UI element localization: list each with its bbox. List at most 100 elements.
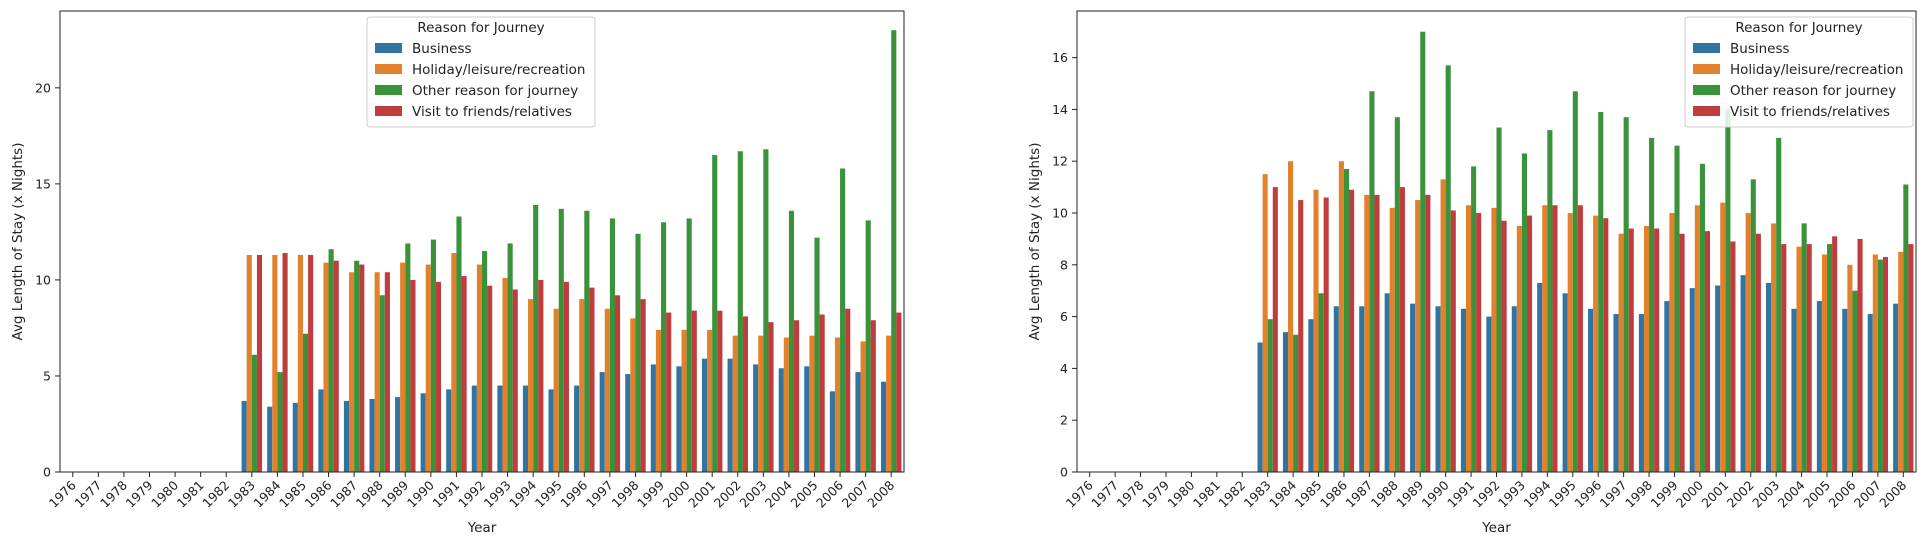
bar — [1318, 293, 1324, 472]
bar — [1796, 246, 1802, 472]
y-tick-label: 12 — [1052, 154, 1068, 169]
bar — [707, 329, 713, 472]
bar — [1766, 282, 1772, 472]
x-tick-label: 1995 — [1546, 478, 1579, 511]
bar — [1669, 213, 1675, 472]
x-tick-label: 2002 — [711, 478, 744, 511]
bar — [563, 281, 569, 472]
bar — [323, 262, 329, 472]
x-tick-label: 1993 — [481, 478, 514, 511]
bar — [809, 335, 815, 472]
y-tick-label: 6 — [1060, 309, 1068, 324]
bar — [1643, 225, 1650, 472]
y-tick-label: 2 — [1060, 413, 1068, 428]
bar — [1491, 207, 1497, 472]
bar — [359, 264, 365, 472]
x-tick-label: 1982 — [199, 478, 232, 511]
bar — [804, 366, 810, 472]
bar — [395, 397, 401, 472]
x-axis-label: Year — [1481, 520, 1511, 536]
bar — [1435, 306, 1441, 472]
x-tick-label: 1986 — [302, 477, 335, 510]
bar — [1267, 319, 1273, 472]
x-tick-label: 1978 — [97, 477, 130, 510]
x-tick-label: 2003 — [736, 478, 769, 511]
y-tick-label: 16 — [1052, 50, 1068, 65]
bar — [1308, 319, 1314, 472]
bar — [384, 272, 390, 472]
bar — [584, 210, 590, 472]
bar — [753, 364, 759, 472]
bar — [840, 168, 846, 472]
bar — [630, 318, 636, 472]
bar — [1389, 207, 1395, 472]
bar — [1740, 275, 1746, 472]
bar — [763, 149, 769, 473]
legend-swatch — [375, 85, 402, 95]
bar — [896, 312, 902, 472]
bar — [845, 308, 851, 472]
bar — [456, 216, 462, 472]
bar — [461, 276, 467, 472]
legend-entry: Business — [412, 41, 472, 57]
bar — [405, 243, 411, 472]
legend-frame — [366, 16, 596, 128]
bar — [1572, 91, 1578, 472]
bar — [1867, 314, 1873, 472]
x-tick-label: 1990 — [1419, 477, 1452, 510]
x-tick-label: 1990 — [404, 477, 437, 510]
legend: Reason for Journey Business Holiday/leisur… — [1684, 16, 1914, 128]
bar — [1450, 210, 1456, 473]
x-tick-label: 1994 — [506, 477, 539, 510]
x-tick-label: 1986 — [1317, 477, 1350, 510]
bar — [783, 337, 789, 472]
bar — [476, 264, 482, 472]
x-tick-label: 2002 — [1724, 478, 1757, 511]
bar — [282, 253, 288, 472]
bar — [880, 381, 887, 472]
bar — [635, 233, 641, 472]
bar — [1343, 168, 1350, 473]
x-tick-label: 1976 — [46, 477, 79, 510]
bar — [1816, 301, 1822, 472]
x-tick-label: 1992 — [455, 478, 488, 511]
bar — [625, 374, 631, 472]
bar — [328, 249, 334, 472]
bar — [1542, 205, 1548, 473]
bar — [1521, 153, 1527, 472]
legend-entry: Visit to friends/relatives — [1730, 104, 1890, 120]
bar — [1399, 187, 1405, 473]
x-tick-label: 1984 — [250, 477, 283, 510]
bar — [727, 358, 733, 472]
bar — [579, 299, 585, 473]
bar — [1877, 259, 1883, 472]
bar — [256, 254, 263, 472]
x-tick-label: 2001 — [685, 478, 718, 511]
x-tick-label: 1997 — [1597, 478, 1630, 511]
bar — [676, 366, 682, 472]
bars — [1257, 31, 1914, 473]
bar — [487, 285, 493, 472]
bar — [1471, 166, 1477, 472]
legend-swatch — [375, 106, 402, 116]
bar — [1694, 205, 1700, 473]
x-tick-label: 1991 — [1444, 478, 1477, 511]
x-tick-label: 1981 — [174, 478, 207, 511]
bar — [400, 262, 406, 472]
bar — [502, 278, 508, 472]
bar — [1801, 223, 1807, 472]
x-tick-label: 2006 — [813, 477, 846, 510]
legend-swatch — [1693, 64, 1720, 74]
bar — [1552, 205, 1558, 473]
bar — [512, 289, 518, 472]
x-tick-label: 1980 — [148, 477, 181, 510]
bar — [1593, 215, 1599, 472]
bar — [1872, 254, 1878, 472]
bar — [272, 254, 278, 472]
bar — [1623, 117, 1629, 472]
bar — [1410, 303, 1416, 472]
bar — [1496, 127, 1502, 472]
bar — [1679, 233, 1685, 472]
y-tick-label: 10 — [35, 272, 51, 287]
bar — [1547, 130, 1553, 472]
